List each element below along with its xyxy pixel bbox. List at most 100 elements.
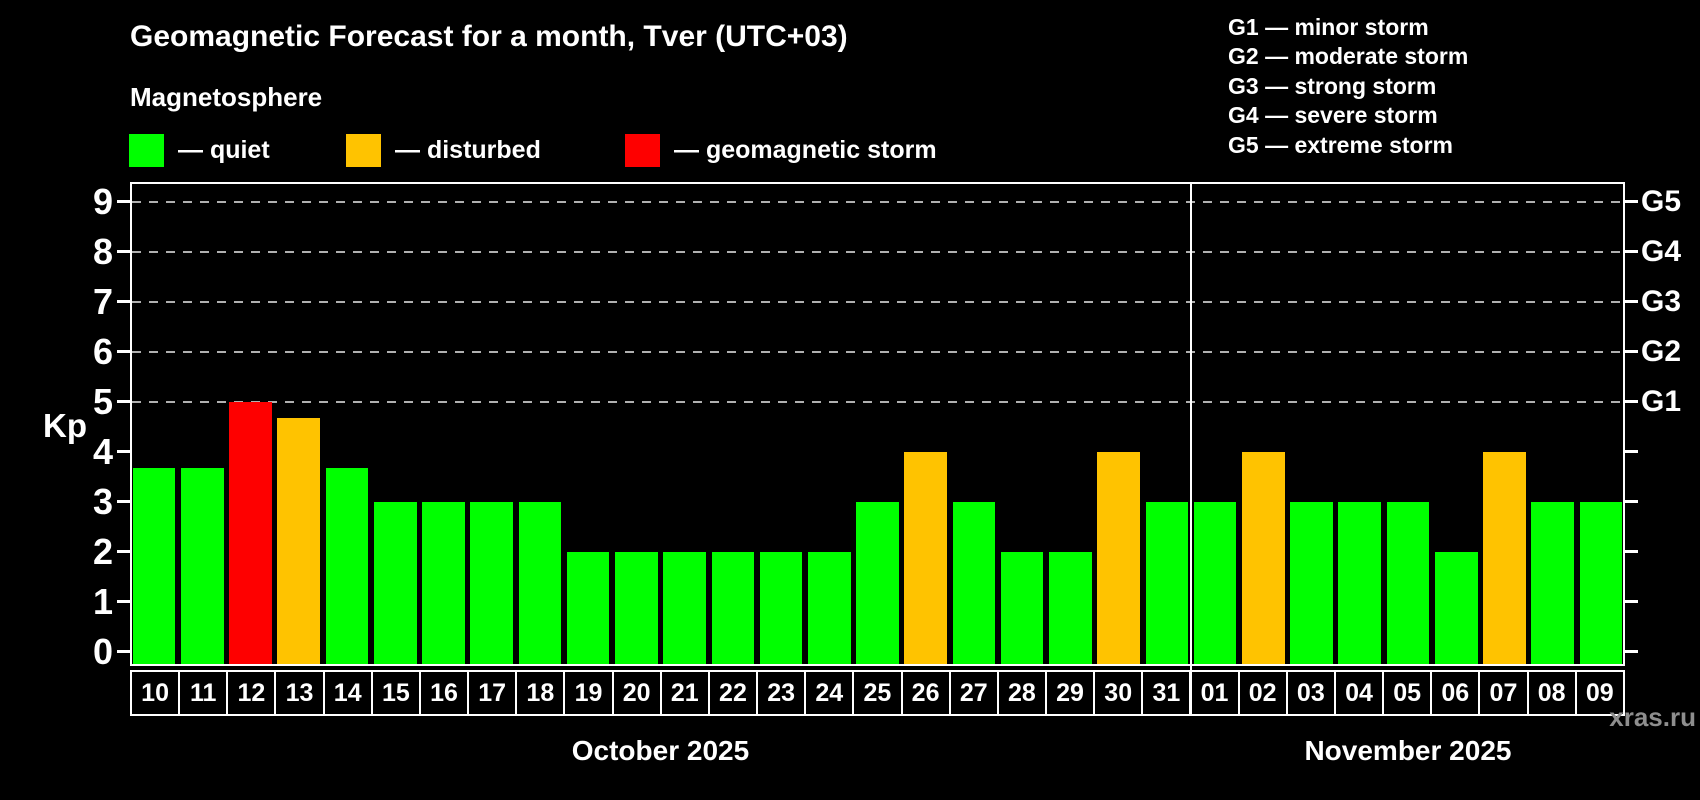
day-label-cell: 18	[515, 672, 563, 714]
legend-swatch-disturbed	[346, 134, 381, 167]
kp-bar-day-18	[518, 501, 562, 664]
day-label-cell: 16	[418, 672, 467, 714]
y-axis-tick	[117, 300, 130, 304]
y-axis-tick	[117, 250, 130, 254]
kp-bar-day-22	[711, 551, 755, 664]
g-level-label-G3: G3	[1641, 284, 1682, 318]
day-label-cell: 31	[1141, 672, 1189, 714]
kp-bar-day-01	[1193, 501, 1237, 664]
day-label-cell: 20	[611, 672, 660, 714]
kp-bar-day-21	[663, 551, 706, 664]
y-axis-tick-right	[1625, 350, 1638, 354]
kp-axis-label: Kp	[43, 406, 87, 444]
kp-bar-day-02	[1241, 451, 1285, 664]
y-axis-tick-right	[1625, 500, 1638, 504]
day-label-cell: 24	[804, 672, 852, 714]
kp-bar-day-23	[759, 551, 803, 664]
y-axis-tick	[117, 550, 130, 554]
month-label-november: November 2025	[1304, 735, 1512, 766]
day-label-cell: 17	[467, 672, 515, 714]
kp-bar-day-26	[904, 451, 948, 664]
y-axis-tick-right	[1625, 650, 1638, 654]
day-label-cell: 03	[1285, 672, 1334, 714]
g-storm-legend: G1 — minor storm G2 — moderate storm G3 — …	[1228, 13, 1468, 160]
month-label-october: October 2025	[571, 735, 750, 766]
kp-bar-day-27	[952, 501, 996, 664]
y-axis-tick	[117, 350, 130, 354]
y-tick-label: 1	[92, 580, 113, 622]
y-axis-tick-right	[1625, 400, 1638, 404]
kp-bar-day-08	[1531, 501, 1574, 664]
day-label-cell: 15	[370, 672, 419, 714]
legend-swatch-quiet	[129, 134, 164, 167]
day-label-cell: 12	[226, 672, 274, 714]
kp-bar-day-16	[422, 501, 465, 664]
kp-bar-day-28	[1000, 551, 1044, 664]
y-tick-label: 8	[92, 230, 113, 272]
kp-bar-day-10	[132, 468, 176, 664]
kp-bar-day-03	[1290, 501, 1333, 664]
day-label-cell: 29	[1044, 672, 1093, 714]
g-level-label-G2: G2	[1641, 334, 1682, 368]
day-label-cell: 13	[274, 672, 322, 714]
day-label-cell: 22	[707, 672, 756, 714]
gridline-G1	[132, 400, 1623, 403]
y-axis-tick-right	[1625, 600, 1638, 604]
y-tick-label: 2	[92, 530, 113, 572]
day-label-cell: 07	[1478, 672, 1526, 714]
y-tick-label: 5	[92, 380, 113, 422]
legend-label-disturbed: — disturbed	[395, 136, 541, 164]
y-axis-tick-right	[1625, 200, 1638, 204]
g-legend-line: G4 — severe storm	[1228, 102, 1438, 129]
g-legend-line: G5 — extreme storm	[1228, 131, 1453, 158]
y-tick-label: 0	[92, 630, 113, 672]
kp-bar-day-04	[1338, 501, 1382, 664]
g-level-label-G4: G4	[1641, 234, 1682, 268]
y-axis-tick	[117, 450, 130, 454]
kp-bar-day-15	[373, 501, 417, 664]
legend-label-storm: — geomagnetic storm	[674, 136, 937, 164]
day-label-cell: 11	[178, 672, 226, 714]
day-label-cell: 25	[852, 672, 900, 714]
chart-title: Geomagnetic Forecast for a month, Tver (…	[130, 20, 848, 53]
kp-bar-day-12	[229, 401, 272, 664]
kp-bar-day-14	[325, 468, 369, 664]
kp-bar-day-09	[1579, 501, 1623, 664]
plot-area	[130, 182, 1625, 666]
kp-bar-day-11	[181, 468, 224, 664]
day-label-cell: 04	[1333, 672, 1382, 714]
kp-bar-day-29	[1049, 551, 1092, 664]
kp-bar-day-30	[1097, 451, 1140, 664]
y-tick-label: 4	[92, 430, 113, 472]
month-separator	[1189, 182, 1193, 716]
g-level-label-G5: G5	[1641, 184, 1682, 218]
day-label-cell: 30	[1093, 672, 1141, 714]
g-level-label-G1: G1	[1641, 384, 1682, 418]
y-axis-tick-right	[1625, 450, 1638, 454]
day-label-cell: 27	[948, 672, 997, 714]
day-label-cell: 05	[1382, 672, 1430, 714]
day-axis-row: 10 11 12 13 14 15 16 17 18 19 20 21 22 23 24 25 26 27 28 29…	[130, 670, 1625, 716]
kp-bar-day-31	[1145, 501, 1189, 664]
g-legend-line: G3 — strong storm	[1228, 72, 1437, 99]
legend-swatch-storm	[625, 134, 660, 167]
gridline-G5	[132, 200, 1623, 203]
day-label-cell: 01	[1189, 672, 1237, 714]
kp-bar-day-05	[1386, 501, 1430, 664]
kp-bar-day-17	[470, 501, 513, 664]
day-label-cell: 14	[322, 672, 371, 714]
day-label-cell: 28	[996, 672, 1045, 714]
kp-bar-day-20	[615, 551, 658, 664]
y-tick-label: 9	[92, 180, 113, 222]
kp-bar-day-19	[566, 551, 610, 664]
kp-bar-day-13	[277, 418, 321, 664]
legend-label-quiet: — quiet	[178, 136, 270, 164]
y-axis-tick-right	[1625, 250, 1638, 254]
y-tick-label: 7	[92, 280, 113, 322]
y-axis-tick-right	[1625, 550, 1638, 554]
kp-bar-day-24	[807, 551, 851, 664]
day-label-cell: 09	[1574, 672, 1623, 714]
y-tick-label: 3	[92, 480, 113, 522]
y-tick-label: 6	[92, 330, 113, 372]
magnetosphere-label: Magnetosphere	[130, 82, 323, 112]
